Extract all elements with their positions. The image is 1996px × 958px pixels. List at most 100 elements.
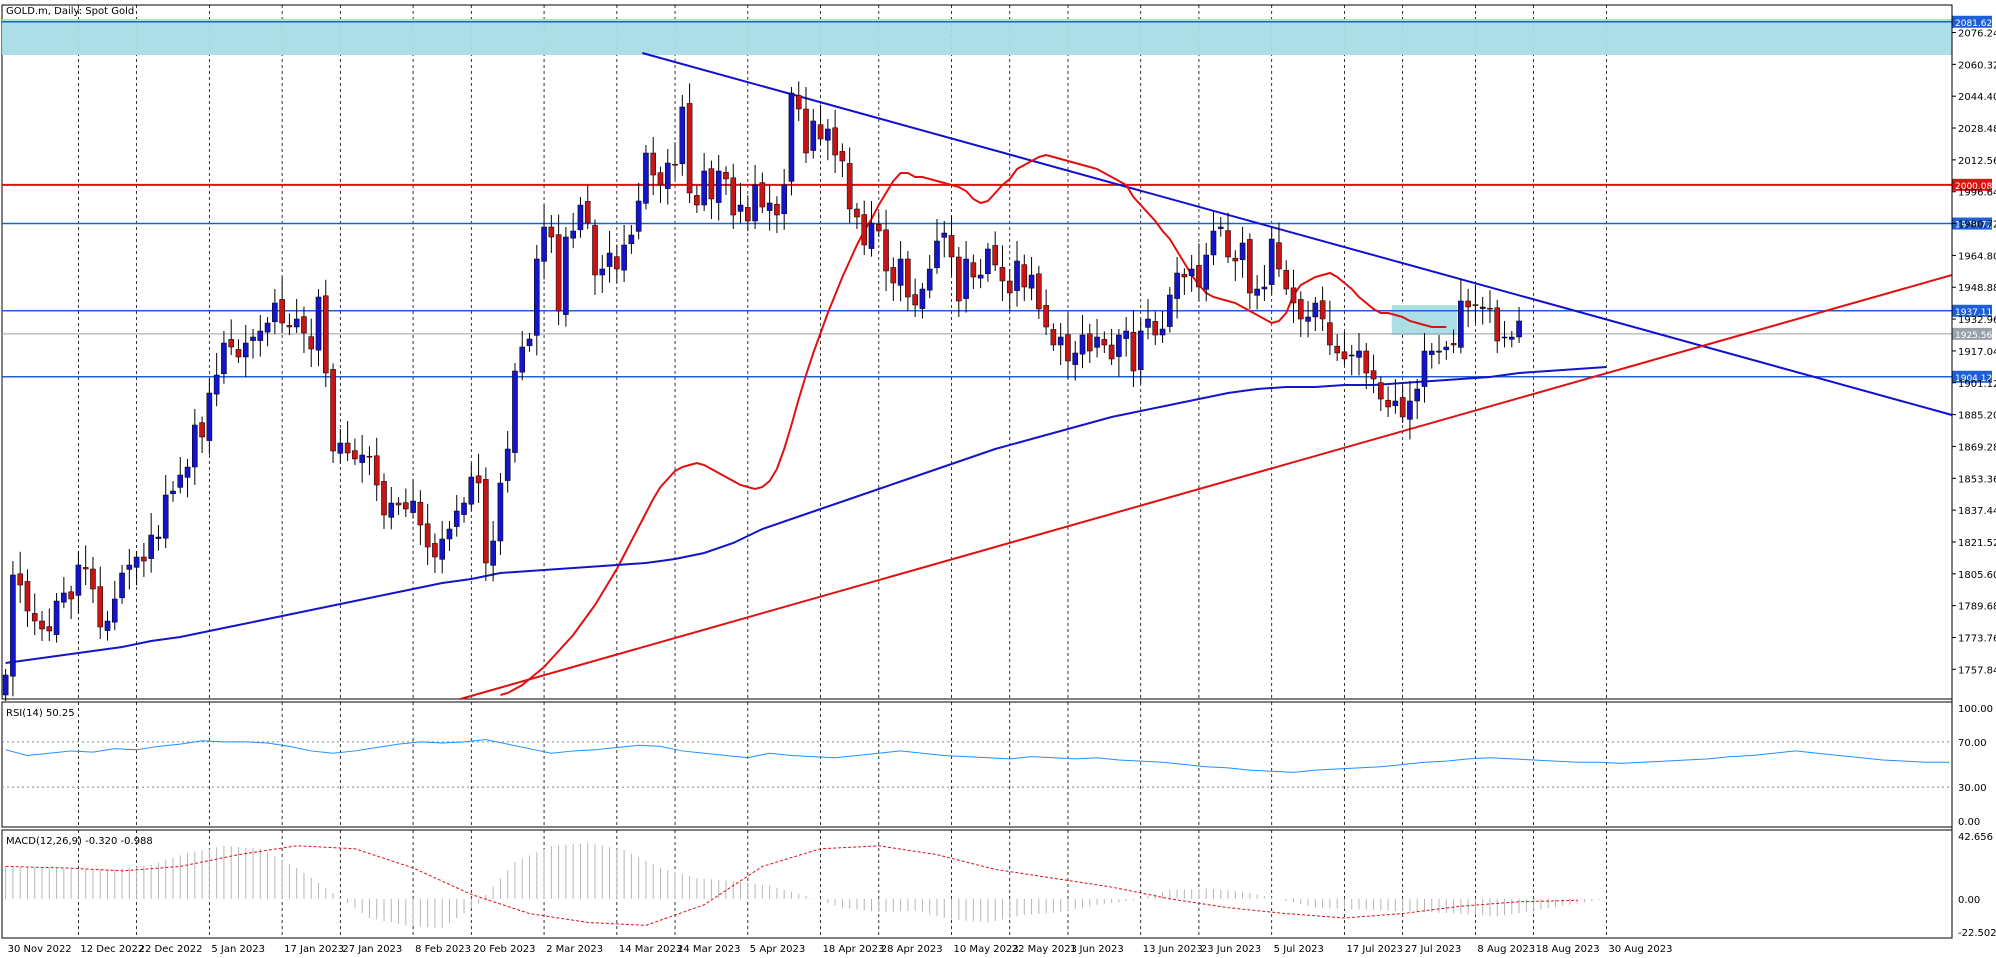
candle-body bbox=[148, 534, 154, 559]
rsi-label: RSI(14) 50.25 bbox=[6, 708, 75, 719]
current-price-tag bbox=[1952, 327, 1992, 340]
candle-body bbox=[1319, 300, 1326, 320]
candle-body bbox=[46, 626, 53, 632]
candle-body bbox=[1210, 230, 1217, 256]
candle-body bbox=[366, 455, 373, 458]
candle-body bbox=[854, 208, 860, 218]
rsi-line bbox=[5, 739, 1949, 773]
level-tag bbox=[1952, 15, 1992, 28]
candle-body bbox=[1152, 321, 1159, 336]
price-tick-label: 1805.60 bbox=[1958, 570, 1996, 581]
candle-body bbox=[1021, 264, 1028, 288]
candle-body bbox=[803, 108, 809, 154]
candle-body bbox=[228, 339, 234, 348]
candle-body bbox=[206, 392, 213, 441]
candle-body bbox=[1356, 350, 1362, 358]
candle-body bbox=[956, 256, 962, 302]
candle-body bbox=[1363, 350, 1370, 374]
candle-body bbox=[1247, 239, 1253, 294]
candle-body bbox=[1334, 345, 1340, 354]
rsi-tick-label: 0.00 bbox=[1958, 817, 1980, 828]
price-tick-label: 1837.44 bbox=[1958, 506, 1996, 517]
candle-body bbox=[970, 262, 977, 278]
date-label: 17 Jan 2023 bbox=[284, 944, 344, 955]
macd-tick-label: 0.00 bbox=[1958, 895, 1980, 906]
candle-body bbox=[322, 295, 329, 374]
candle-body bbox=[75, 564, 82, 596]
level-label: 1904.12 bbox=[1955, 374, 1992, 384]
candle-body bbox=[533, 258, 540, 336]
candle-body bbox=[1487, 307, 1493, 310]
candle-body bbox=[111, 598, 118, 623]
candle-body bbox=[1385, 399, 1391, 408]
candle-body bbox=[1086, 333, 1093, 352]
candle-body bbox=[1443, 346, 1450, 351]
candle-body bbox=[162, 494, 169, 539]
date-label: 5 Jul 2023 bbox=[1274, 944, 1324, 955]
candle-body bbox=[1188, 268, 1195, 277]
candle-body bbox=[584, 201, 591, 224]
candle-body bbox=[926, 268, 933, 291]
candle-body bbox=[453, 510, 460, 527]
date-label: 22 Dec 2022 bbox=[139, 944, 203, 955]
candle-body bbox=[373, 455, 380, 486]
candle-body bbox=[570, 230, 576, 239]
candle-body bbox=[1159, 328, 1166, 336]
macd-tick-label: 42.656 bbox=[1958, 832, 1993, 843]
candle-body bbox=[17, 573, 23, 586]
candle-body bbox=[599, 268, 606, 276]
date-label: 2 Mar 2023 bbox=[546, 944, 603, 955]
date-label: 10 May 2023 bbox=[954, 944, 1019, 955]
candle-body bbox=[242, 342, 249, 358]
trendlines bbox=[460, 52, 1953, 700]
candle-body bbox=[861, 214, 868, 246]
candle-body bbox=[461, 502, 467, 515]
candle-body bbox=[82, 567, 89, 570]
candle-body bbox=[315, 296, 322, 351]
candle-body bbox=[381, 481, 387, 516]
candle-body bbox=[1421, 350, 1428, 387]
candle-body bbox=[1130, 331, 1137, 372]
candle-body bbox=[2, 674, 9, 696]
candle-body bbox=[985, 248, 991, 275]
candle-body bbox=[1290, 287, 1297, 304]
price-tick-label: 1869.28 bbox=[1958, 442, 1996, 453]
candle-body bbox=[701, 170, 707, 206]
candle-body bbox=[664, 162, 671, 189]
candle-body bbox=[1414, 388, 1421, 402]
highlight-zones bbox=[2, 19, 1952, 335]
candle-body bbox=[1239, 242, 1246, 261]
candles bbox=[2, 81, 1522, 701]
date-label: 17 Jul 2023 bbox=[1346, 944, 1403, 955]
candle-body bbox=[781, 184, 787, 215]
moving-averages bbox=[5, 153, 1607, 696]
candle-body bbox=[941, 232, 948, 238]
candle-body bbox=[759, 182, 766, 208]
candle-body bbox=[555, 234, 562, 312]
candle-body bbox=[1399, 397, 1406, 418]
candle-body bbox=[483, 479, 489, 564]
price-tick-label: 2076.24 bbox=[1958, 29, 1996, 40]
date-label: 8 Aug 2023 bbox=[1477, 944, 1535, 955]
candle-body bbox=[1472, 304, 1479, 306]
candle-body bbox=[592, 225, 598, 276]
candle-body bbox=[832, 127, 838, 156]
trendline bbox=[460, 274, 1953, 700]
symbol-label: GOLD.m, Daily: Spot Gold bbox=[6, 6, 134, 17]
candle-body bbox=[548, 226, 555, 238]
candle-body bbox=[264, 322, 271, 333]
price-tick-label: 2028.48 bbox=[1958, 124, 1996, 135]
candle-body bbox=[912, 294, 918, 306]
candle-body bbox=[657, 172, 664, 186]
candle-body bbox=[1167, 294, 1173, 327]
date-label: 5 Apr 2023 bbox=[750, 944, 805, 955]
candle-body bbox=[1145, 318, 1151, 328]
rsi-tick-label: 30.00 bbox=[1958, 783, 1987, 794]
candle-body bbox=[177, 474, 184, 488]
date-label: 24 Mar 2023 bbox=[677, 944, 740, 955]
date-label: 5 Jan 2023 bbox=[211, 944, 265, 955]
candle-body bbox=[1181, 273, 1188, 278]
level-tag bbox=[1952, 178, 1992, 191]
date-label: 20 Feb 2023 bbox=[473, 944, 535, 955]
candle-body bbox=[39, 620, 45, 630]
